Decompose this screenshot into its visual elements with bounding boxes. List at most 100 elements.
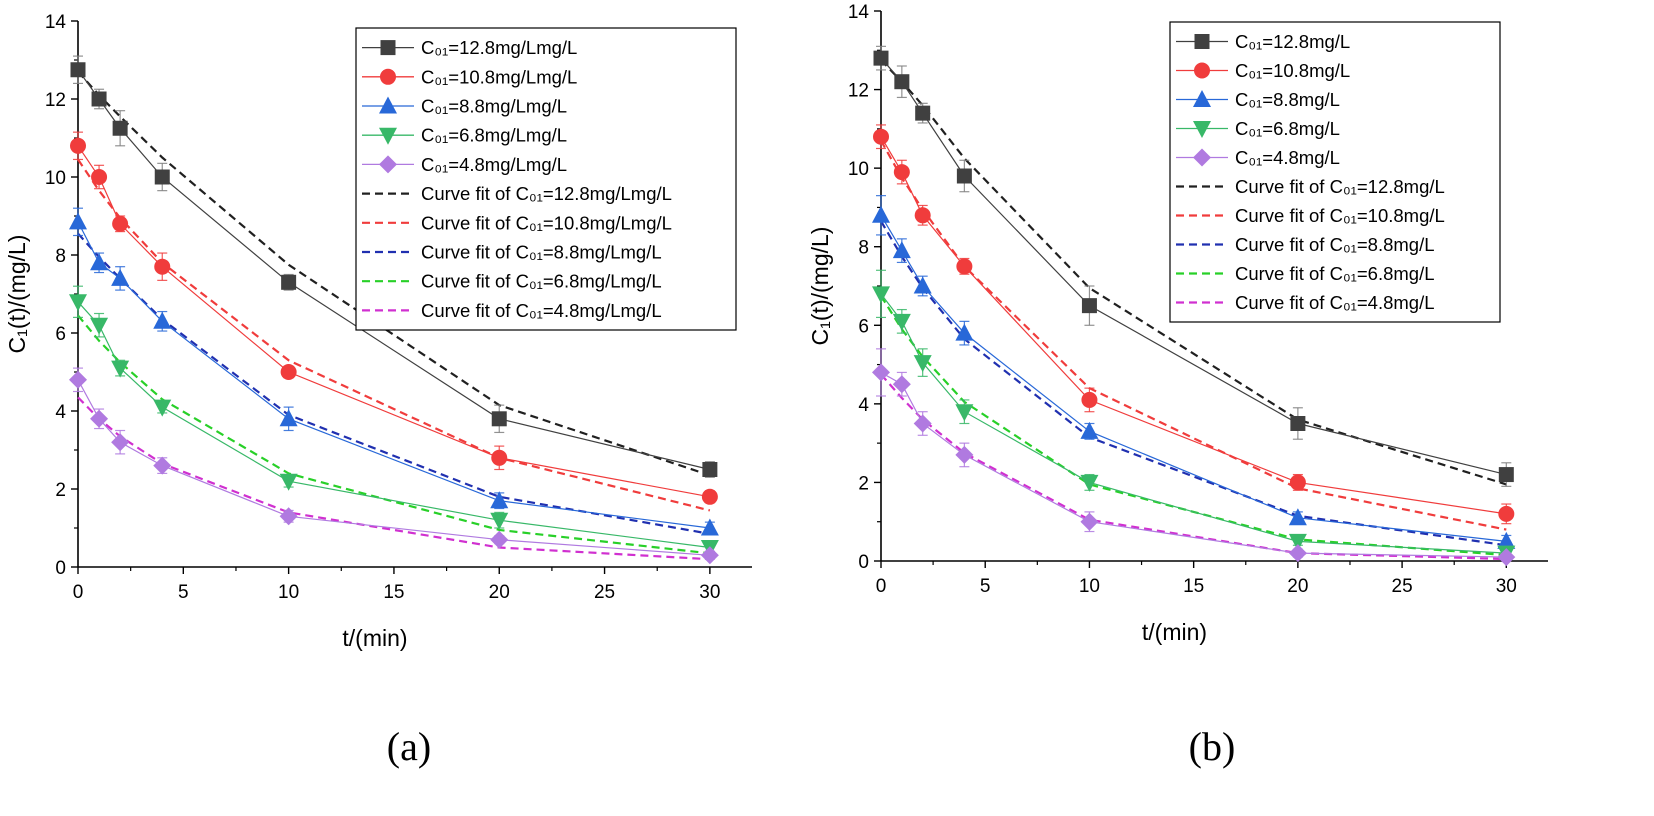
panel-a-y-axis-title: C₁(t)/(mg/L) xyxy=(4,235,30,354)
panel-a-data-point-3 xyxy=(279,473,298,491)
panel-b-legend-entry: C₀₁=6.8mg/L xyxy=(1235,118,1340,139)
panel-b-data-point-2 xyxy=(1288,508,1307,526)
panel-b-y-tick-label: 4 xyxy=(858,395,869,416)
panel-a-panel-label: (a) xyxy=(387,724,431,769)
panel-a-data-point-1 xyxy=(70,137,86,154)
panel-b-data-point-4 xyxy=(1497,548,1516,567)
panel-a-x-tick-label: 15 xyxy=(383,582,404,603)
panel-b-data-point-2 xyxy=(1497,531,1516,549)
panel-a-measured-line-3 xyxy=(77,301,710,549)
panel-a-data-point-2 xyxy=(153,311,172,329)
panel-a-data-point-2 xyxy=(111,268,130,286)
panel-b-x-tick-label: 30 xyxy=(1496,576,1517,597)
panel-b-data-point-4 xyxy=(892,375,911,394)
panel-a-legend-entry: Curve fit of C₀₁=6.8mg/Lmg/L xyxy=(421,271,662,292)
panel-a-legend-entry: C₀₁=12.8mg/Lmg/L xyxy=(421,37,577,58)
panel-b-x-tick-label: 10 xyxy=(1079,576,1100,597)
panel-b-data-point-0 xyxy=(873,50,889,66)
panel-a-x-tick-label: 30 xyxy=(699,582,720,603)
panel-b-x-axis-title: t/(min) xyxy=(1142,619,1207,645)
panel-b-measured-line-3 xyxy=(880,293,1507,554)
panel-a-legend-marker xyxy=(379,155,397,174)
panel-b-y-tick-label: 14 xyxy=(848,2,870,23)
panel-a-data-point-0 xyxy=(281,274,297,290)
panel-b-data-point-0 xyxy=(1498,467,1514,483)
panel-b-legend-box xyxy=(1169,21,1501,323)
panel-b-data-point-4 xyxy=(913,414,932,433)
panel-a-legend-marker xyxy=(379,96,397,114)
panel-b-y-tick-label: 8 xyxy=(858,238,869,259)
panel-b-data-point-0 xyxy=(894,74,910,90)
panel-a-data-point-4 xyxy=(111,433,130,452)
panel-b-panel-label: (b) xyxy=(1189,724,1236,769)
panel-a-y-tick-label: 4 xyxy=(55,402,66,423)
panel-b-data-point-1 xyxy=(1081,391,1098,408)
panel-b-legend-entry: Curve fit of C₀₁=6.8mg/L xyxy=(1235,263,1435,284)
panel-b-data-point-2 xyxy=(872,205,890,223)
panel-a-legend-entry: Curve fit of C₀₁=12.8mg/Lmg/L xyxy=(421,183,672,204)
panel-a-data-point-4 xyxy=(700,546,719,565)
panel-a-data-point-2 xyxy=(279,409,298,427)
panel-b-data-point-0 xyxy=(1081,298,1097,314)
panel-a-y-tick-label: 0 xyxy=(55,558,66,579)
panel-a-data-point-4 xyxy=(490,530,509,549)
panel-a-y-tick-label: 6 xyxy=(55,324,66,345)
panel-b-data-point-0 xyxy=(915,105,931,121)
panel-b-data-point-3 xyxy=(913,355,932,373)
panel-a-data-point-0 xyxy=(154,169,170,185)
panel-b-data-point-0 xyxy=(1290,416,1306,431)
panel-a-x-tick-label: 10 xyxy=(278,582,299,603)
panel-a-legend-entry: C₀₁=10.8mg/Lmg/L xyxy=(421,66,577,87)
panel-b-x-tick-label: 0 xyxy=(876,576,887,597)
panel-b-legend-entry: C₀₁=4.8mg/L xyxy=(1235,147,1340,168)
panel-a-data-point-1 xyxy=(491,449,508,466)
panel-a-x-tick-label: 5 xyxy=(178,582,189,603)
panel-b-legend-marker xyxy=(1194,62,1210,79)
panel-a-data-point-4 xyxy=(153,456,172,475)
panel-a-data-point-2 xyxy=(700,518,719,536)
panel-b-legend-marker xyxy=(1193,148,1211,167)
panel-b-data-point-4 xyxy=(1080,512,1099,531)
panel-a-legend-entry: Curve fit of C₀₁=8.8mg/Lmg/L xyxy=(421,242,662,263)
panel-a-data-point-2 xyxy=(69,212,87,230)
panel-a-data-point-3 xyxy=(153,399,172,417)
panel-b-data-point-1 xyxy=(873,128,889,145)
panel-a-legend-marker xyxy=(380,68,396,85)
panel-a-y-tick-label: 12 xyxy=(45,90,66,111)
panel-a-data-point-4 xyxy=(279,507,298,526)
panel-a-legend-marker xyxy=(379,127,397,145)
panel-b-data-point-3 xyxy=(1080,474,1099,492)
panel-b-x-tick-label: 5 xyxy=(980,576,991,597)
panel-a-data-point-0 xyxy=(491,411,507,427)
panel-a-data-point-1 xyxy=(112,215,129,232)
panel-b-legend-entry: Curve fit of C₀₁=12.8mg/L xyxy=(1235,176,1445,197)
panel-b-data-point-1 xyxy=(1289,474,1306,491)
panel-b-data-point-4 xyxy=(872,363,890,382)
panel-a-chart: 0 2 4 6 8 10 12 14 0 5 10 15 20 25 30 t/(min) C₁(t)/(mg/… xyxy=(4,12,752,769)
panel-b-x-tick-label: 25 xyxy=(1392,576,1413,597)
panel-b-legend-entry: Curve fit of C₀₁=8.8mg/L xyxy=(1235,234,1435,255)
panel-b-data-point-1 xyxy=(1498,505,1515,522)
panel-a-legend-entry: C₀₁=8.8mg/Lmg/L xyxy=(421,96,567,117)
panel-b-data-point-4 xyxy=(955,445,974,464)
panel-a-x-tick-label: 20 xyxy=(489,582,510,603)
panel-b-fit-curve-4 xyxy=(880,373,1507,561)
panel-a-legend-entry: C₀₁=4.8mg/Lmg/L xyxy=(421,154,567,175)
panel-b-chart: 0 2 4 6 8 10 12 14 0 5 10 15 20 25 30 t/(min) C₁(t)/(mg/… xyxy=(807,2,1548,769)
panel-b-measured-line-4 xyxy=(880,371,1507,558)
panel-b-data-point-0 xyxy=(956,168,972,184)
panel-b-data-point-2 xyxy=(1080,421,1099,439)
panel-a-y-tick-label: 8 xyxy=(55,246,66,267)
panel-b-y-tick-label: 12 xyxy=(848,81,869,102)
panel-b-data-point-3 xyxy=(892,313,911,331)
panel-a-legend-box xyxy=(355,27,737,331)
panel-a-y-tick-label: 10 xyxy=(45,168,66,189)
panel-b-fit-curve-3 xyxy=(880,295,1507,557)
panel-a-legend-entry: Curve fit of C₀₁=4.8mg/Lmg/L xyxy=(421,300,662,321)
panel-a-data-point-3 xyxy=(111,360,130,378)
panel-a-data-point-4 xyxy=(69,370,87,389)
panel-a-data-point-3 xyxy=(490,512,509,530)
panel-b-legend-marker xyxy=(1194,34,1210,49)
panel-b-data-point-2 xyxy=(955,323,974,341)
panel-a-data-point-2 xyxy=(90,253,109,271)
